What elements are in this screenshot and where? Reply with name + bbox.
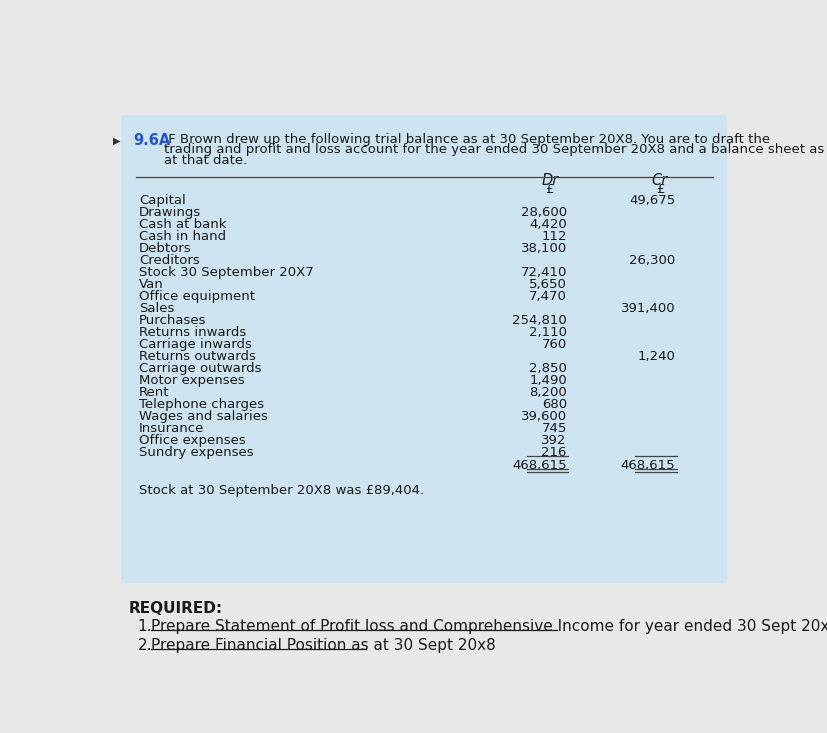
Text: Cash in hand: Cash in hand	[139, 230, 226, 243]
Text: Office expenses: Office expenses	[139, 435, 246, 447]
Text: 5,650: 5,650	[529, 279, 566, 291]
Text: REQUIRED:: REQUIRED:	[128, 601, 222, 616]
Text: Creditors: Creditors	[139, 254, 200, 268]
Text: F Brown drew up the following trial balance as at 30 September 20X8. You are to : F Brown drew up the following trial bala…	[164, 133, 770, 146]
Text: Sales: Sales	[139, 302, 174, 315]
Text: 1,240: 1,240	[638, 350, 676, 364]
Text: 468,615: 468,615	[621, 460, 676, 472]
Text: 112: 112	[542, 230, 566, 243]
Text: 8,200: 8,200	[529, 386, 566, 399]
Text: 49,675: 49,675	[629, 194, 676, 207]
Text: 2,110: 2,110	[528, 326, 566, 339]
Text: Van: Van	[139, 279, 164, 291]
Text: 72,410: 72,410	[520, 266, 566, 279]
Text: Returns inwards: Returns inwards	[139, 326, 246, 339]
Text: Telephone charges: Telephone charges	[139, 399, 264, 411]
Text: Cr: Cr	[652, 173, 668, 188]
Text: Cash at bank: Cash at bank	[139, 218, 227, 231]
Text: Stock at 30 September 20X8 was £89,404.: Stock at 30 September 20X8 was £89,404.	[139, 484, 424, 497]
Text: 468,615: 468,615	[512, 460, 566, 472]
Text: 254,810: 254,810	[512, 314, 566, 328]
Text: 28,600: 28,600	[521, 206, 566, 219]
Text: at that date.: at that date.	[164, 154, 247, 167]
Text: 760: 760	[542, 339, 566, 351]
Text: Prepare Financial Position as at 30 Sept 20x8: Prepare Financial Position as at 30 Sept…	[151, 638, 496, 653]
Text: £: £	[656, 183, 664, 196]
Text: Dr: Dr	[541, 173, 558, 188]
Text: 9.6A: 9.6A	[133, 133, 170, 147]
Text: 26,300: 26,300	[629, 254, 676, 268]
Text: 7,470: 7,470	[529, 290, 566, 303]
Text: 1,490: 1,490	[529, 375, 566, 388]
Text: 216: 216	[542, 446, 566, 460]
Text: 1.: 1.	[137, 619, 152, 634]
Text: Drawings: Drawings	[139, 206, 201, 219]
Text: Rent: Rent	[139, 386, 170, 399]
Text: 2,850: 2,850	[529, 362, 566, 375]
Text: Capital: Capital	[139, 194, 186, 207]
Text: 745: 745	[542, 422, 566, 435]
Text: Carriage inwards: Carriage inwards	[139, 339, 252, 351]
Text: Returns outwards: Returns outwards	[139, 350, 256, 364]
Text: Office equipment: Office equipment	[139, 290, 255, 303]
Text: 38,100: 38,100	[520, 243, 566, 255]
Text: 4,420: 4,420	[529, 218, 566, 231]
Text: 680: 680	[542, 399, 566, 411]
Text: ▶: ▶	[113, 136, 121, 146]
Text: 39,600: 39,600	[521, 410, 566, 424]
Text: Prepare Statement of Profit loss and Comprehensive Income for year ended 30 Sept: Prepare Statement of Profit loss and Com…	[151, 619, 827, 634]
Text: Motor expenses: Motor expenses	[139, 375, 245, 388]
Text: £: £	[546, 183, 554, 196]
Text: Debtors: Debtors	[139, 243, 192, 255]
Text: Sundry expenses: Sundry expenses	[139, 446, 254, 460]
Text: 391,400: 391,400	[621, 302, 676, 315]
FancyBboxPatch shape	[122, 115, 727, 583]
Text: Wages and salaries: Wages and salaries	[139, 410, 268, 424]
Text: 2.: 2.	[137, 638, 152, 653]
Text: trading and profit and loss account for the year ended 30 September 20X8 and a b: trading and profit and loss account for …	[164, 144, 824, 156]
Text: Purchases: Purchases	[139, 314, 207, 328]
Text: Stock 30 September 20X7: Stock 30 September 20X7	[139, 266, 313, 279]
Text: Carriage outwards: Carriage outwards	[139, 362, 261, 375]
Text: 392: 392	[542, 435, 566, 447]
Text: Insurance: Insurance	[139, 422, 204, 435]
